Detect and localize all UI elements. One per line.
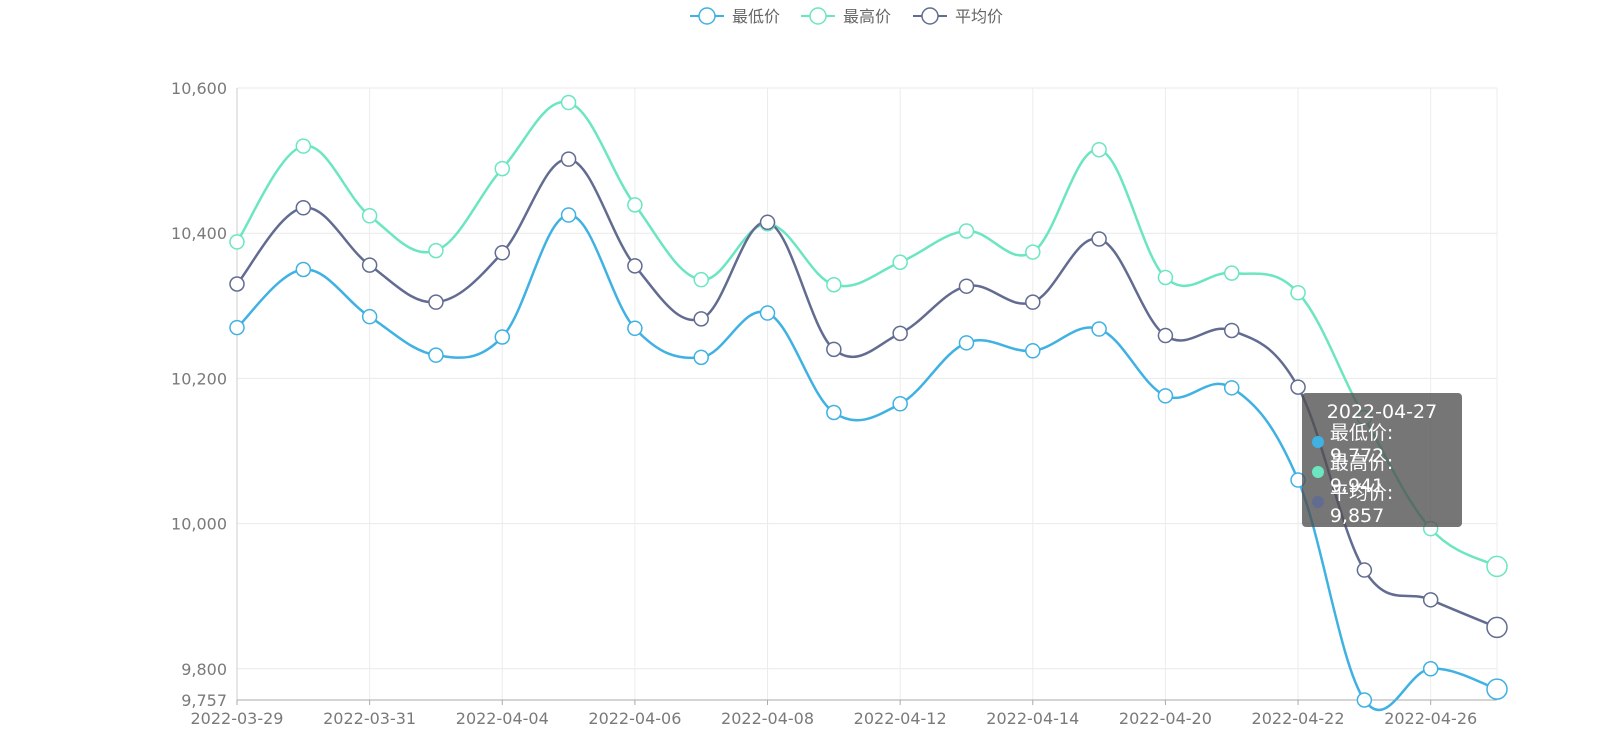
y-tick-label: 10,000 [171, 515, 227, 534]
x-tick-label: 2022-04-12 [854, 709, 947, 728]
y-tick-label: 9,757 [181, 691, 227, 710]
tooltip-dot-max [1312, 466, 1324, 478]
data-point-max[interactable] [826, 276, 842, 293]
data-points[interactable] [229, 94, 1508, 708]
x-tick-label: 2022-04-20 [1119, 709, 1212, 728]
tooltip-label-max: 最高价: 9,941 [1329, 451, 1394, 497]
x-tick-label: 2022-04-08 [721, 709, 814, 728]
data-point-avg[interactable] [627, 258, 643, 274]
data-point-max[interactable] [627, 197, 643, 213]
legend-circle-icon [921, 7, 939, 25]
x-tick-label: 2022-04-06 [588, 709, 681, 728]
tooltip-title: 2022-04-27 [1326, 401, 1438, 423]
data-point-avg[interactable] [1356, 562, 1373, 578]
data-point-avg[interactable] [1091, 231, 1107, 247]
data-point-min[interactable] [1223, 380, 1240, 396]
x-tick-label: 2022-03-31 [323, 709, 416, 728]
legend-label: 最低价 [732, 7, 780, 26]
data-point-min[interactable] [494, 329, 511, 345]
data-point-avg[interactable] [229, 276, 245, 292]
tooltip-dot-avg [1312, 496, 1324, 508]
data-point-avg[interactable] [1290, 379, 1306, 395]
data-point-min[interactable] [826, 404, 842, 421]
tooltip-label-min: 最低价: 9,772 [1329, 421, 1394, 467]
legend-item-max[interactable]: 最高价 [801, 7, 891, 26]
legend-circle-icon [809, 7, 827, 25]
tooltip-label-avg: 平均价: 9,857 [1329, 481, 1394, 527]
data-point-min[interactable] [229, 319, 245, 336]
axes: 9,757 9,800 10,000 10,200 10,400 10,600 2022-0… [171, 79, 1497, 728]
data-point-max[interactable] [892, 254, 908, 270]
data-point-min[interactable] [759, 305, 776, 321]
data-point-min[interactable] [1157, 388, 1174, 404]
legend-item-min[interactable]: 最低价 [690, 7, 780, 26]
data-point-avg[interactable] [892, 325, 908, 342]
data-point-max[interactable] [295, 138, 312, 154]
y-tick-label: 10,600 [171, 79, 227, 98]
data-point-min[interactable] [560, 207, 577, 223]
data-point-avg[interactable] [1422, 592, 1439, 608]
data-point-min[interactable] [1356, 692, 1373, 708]
data-point-avg[interactable] [1157, 327, 1174, 344]
data-point-max[interactable] [1486, 555, 1508, 578]
data-point-max[interactable] [361, 208, 378, 224]
data-point-max[interactable] [1091, 141, 1107, 158]
data-point-min[interactable] [958, 335, 975, 351]
data-point-max[interactable] [1290, 284, 1306, 301]
data-point-avg[interactable] [494, 245, 511, 261]
data-point-min[interactable] [295, 261, 312, 278]
data-point-avg[interactable] [428, 294, 444, 310]
data-point-max[interactable] [1223, 265, 1240, 281]
data-point-min[interactable] [361, 308, 378, 325]
data-point-avg[interactable] [826, 341, 842, 358]
tooltip-row-avg: 平均价: 9,857 [1312, 482, 1452, 527]
data-point-avg[interactable] [361, 257, 378, 273]
data-point-avg[interactable] [759, 214, 776, 231]
data-point-avg[interactable] [295, 200, 312, 216]
x-tick-label: 2022-04-22 [1252, 709, 1345, 728]
data-point-avg[interactable] [958, 278, 975, 294]
data-point-min[interactable] [693, 349, 709, 366]
data-point-max[interactable] [229, 234, 245, 250]
data-point-avg[interactable] [1025, 294, 1041, 310]
data-point-avg[interactable] [693, 311, 709, 327]
data-point-min[interactable] [1486, 678, 1508, 700]
data-point-max[interactable] [958, 223, 975, 239]
tooltip-dot-min [1312, 436, 1324, 448]
data-point-max[interactable] [494, 160, 511, 177]
data-point-min[interactable] [428, 347, 444, 363]
legend[interactable]: 最低价 最高价 平均价 [690, 7, 1003, 26]
legend-label: 最高价 [843, 7, 891, 26]
data-point-max[interactable] [560, 94, 577, 111]
tooltip: 2022-04-27 最低价: 9,772 最高价: 9,941 平均价: 9,… [1302, 393, 1462, 527]
x-tick-label: 2022-04-04 [456, 709, 549, 728]
y-tick-label: 10,200 [171, 369, 227, 388]
data-point-avg[interactable] [560, 151, 577, 167]
data-point-min[interactable] [892, 396, 908, 412]
data-point-max[interactable] [1025, 244, 1041, 260]
data-point-max[interactable] [1157, 269, 1174, 286]
data-point-max[interactable] [693, 271, 709, 288]
legend-item-avg[interactable]: 平均价 [913, 7, 1003, 26]
tooltip-row-max: 最高价: 9,941 [1312, 452, 1452, 497]
data-point-max[interactable] [428, 242, 444, 259]
y-tick-label: 10,400 [171, 224, 227, 243]
data-point-avg[interactable] [1223, 322, 1240, 339]
data-point-min[interactable] [1025, 343, 1041, 359]
y-tick-label: 9,800 [181, 660, 227, 679]
data-point-min[interactable] [1091, 321, 1107, 337]
data-point-min[interactable] [1422, 661, 1439, 677]
legend-circle-icon [698, 7, 716, 25]
legend-label: 平均价 [955, 7, 1003, 26]
x-tick-label: 2022-03-29 [191, 709, 284, 728]
data-point-min[interactable] [627, 320, 643, 337]
data-point-avg[interactable] [1486, 616, 1508, 639]
tooltip-row-min: 最低价: 9,772 [1312, 422, 1452, 467]
x-tick-label: 2022-04-14 [986, 709, 1079, 728]
x-tick-label: 2022-04-26 [1384, 709, 1477, 728]
